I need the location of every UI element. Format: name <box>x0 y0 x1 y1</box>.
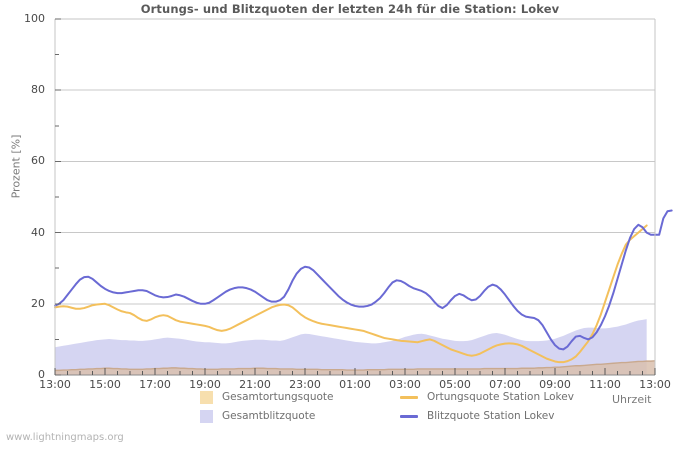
plot-background <box>55 19 655 375</box>
x-tick-label-4: 21:00 <box>239 378 271 391</box>
chart-title: Ortungs- und Blitzquoten der letzten 24h… <box>140 2 560 16</box>
x-tick-label-12: 13:00 <box>639 378 671 391</box>
x-tick-label-1: 15:00 <box>89 378 121 391</box>
x-tick-label-8: 05:00 <box>439 378 471 391</box>
y-tick-label-80: 80 <box>31 83 45 97</box>
chart-legend: Gesamtortungsquote Ortungsquote Station L… <box>0 388 700 428</box>
legend-gesamtortungsquote[interactable]: Gesamtortungsquote <box>200 388 333 406</box>
x-tick-label-5: 23:00 <box>289 378 321 391</box>
legend-gesamtblitzquote-swatch <box>200 409 213 423</box>
legend-gesamtortungsquote-swatch <box>200 390 213 404</box>
line-ortungsquote-station-lokev <box>54 224 648 364</box>
x-tick-label-0: 13:00 <box>39 378 71 391</box>
x-tick-label-7: 03:00 <box>389 378 421 391</box>
y-tick-label-100: 100 <box>24 12 45 25</box>
line-blitzquote-station-lokev <box>54 209 673 351</box>
footer-watermark: www.lightningmaps.org <box>6 432 124 443</box>
y-tick-label-60: 60 <box>31 154 45 168</box>
legend-gesamtblitzquote-label: Gesamtblitzquote <box>222 410 316 422</box>
x-tick-label-10: 09:00 <box>539 378 571 391</box>
legend-gesamtblitzquote[interactable]: Gesamtblitzquote <box>200 407 315 425</box>
legend-gesamtortungsquote-label: Gesamtortungsquote <box>222 391 334 403</box>
legend-blitzquote-station-line-sample <box>400 414 418 418</box>
y-tick-label-20: 20 <box>31 296 45 310</box>
legend-ortungsquote-station-line-sample <box>400 395 418 399</box>
legend-ortungsquote-station-label: Ortungsquote Station Lokev <box>427 391 574 403</box>
y-tick-label-40: 40 <box>31 225 45 239</box>
y-tick-label-0: 0 <box>38 368 45 381</box>
x-tick-label-6: 01:00 <box>339 378 371 391</box>
x-tick-label-2: 17:00 <box>139 378 171 391</box>
legend-blitzquote-station-label: Blitzquote Station Lokev <box>427 410 555 422</box>
x-tick-label-3: 19:00 <box>189 378 221 391</box>
legend-ortungsquote-station[interactable]: Ortungsquote Station Lokev <box>400 388 574 406</box>
x-tick-label-11: 11:00 <box>589 378 621 391</box>
x-tick-label-9: 07:00 <box>489 378 521 391</box>
x-axis-label: Uhrzeit <box>612 393 652 406</box>
area-gesamtblitzquote <box>55 319 647 375</box>
legend-blitzquote-station[interactable]: Blitzquote Station Lokev <box>400 407 554 425</box>
